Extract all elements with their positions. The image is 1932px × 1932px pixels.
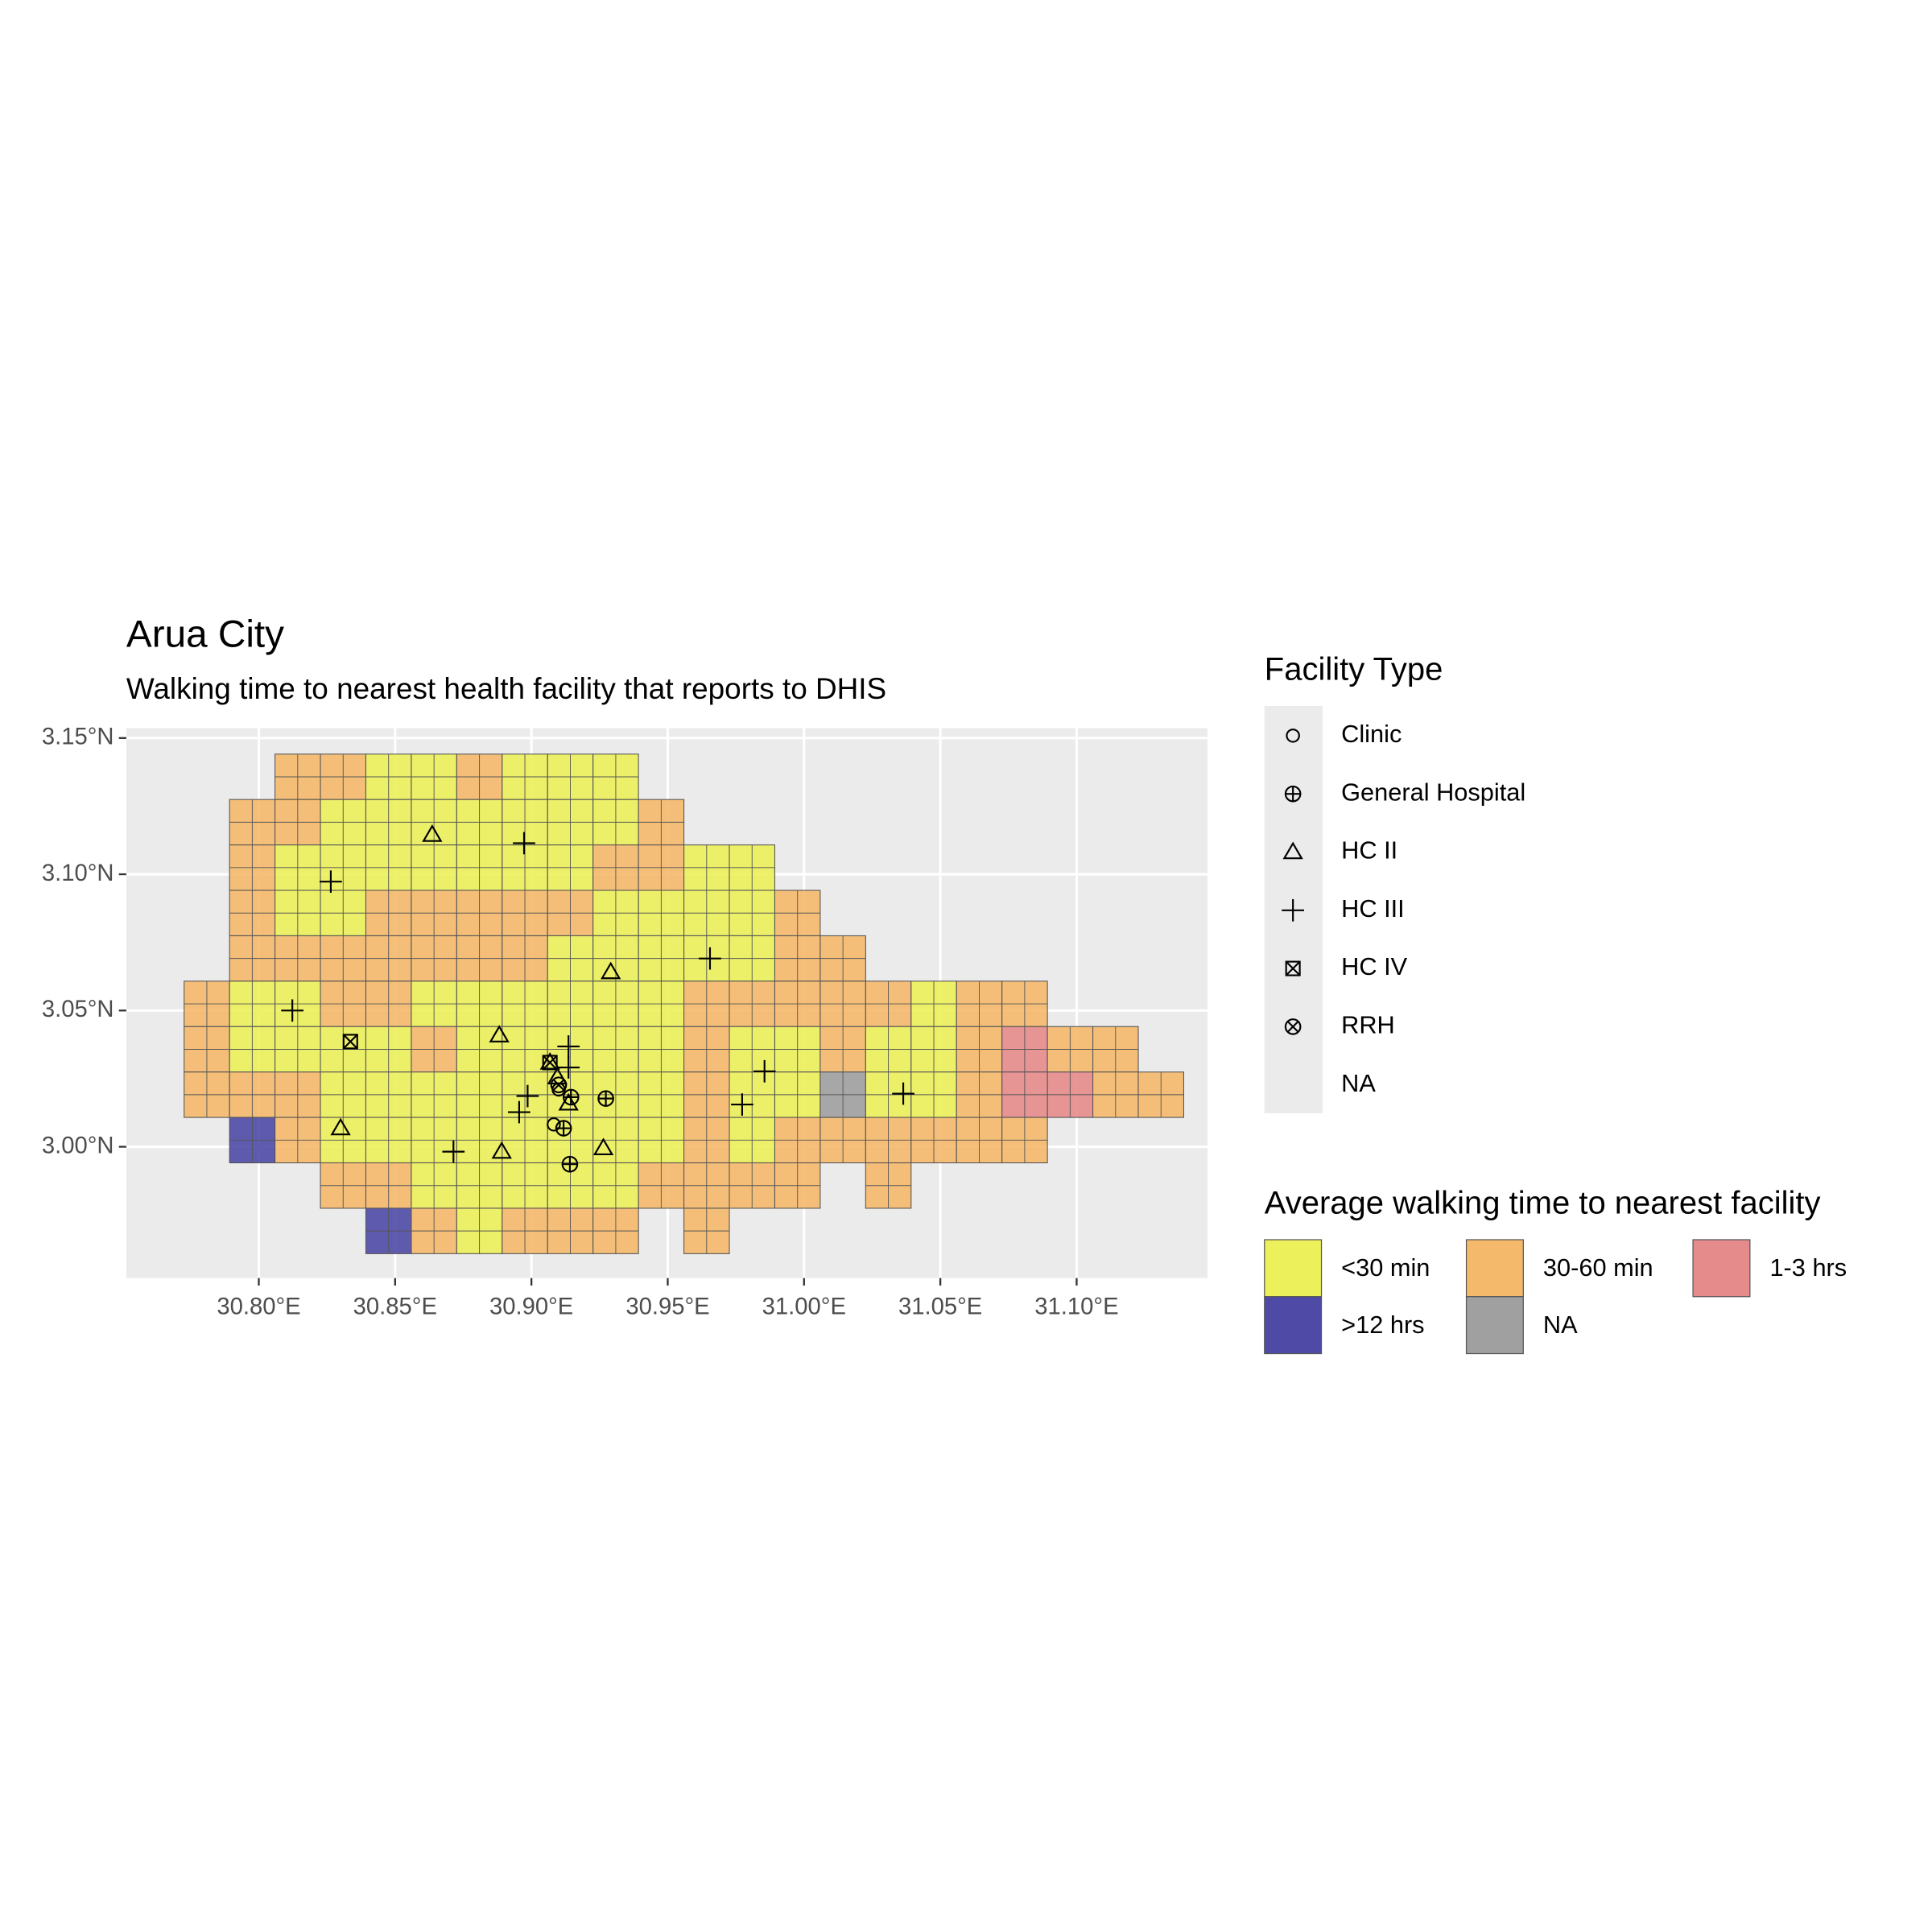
facility-symbol	[699, 947, 721, 970]
symbol-part	[558, 1092, 579, 1111]
facility-symbol	[550, 1076, 568, 1094]
title: Arua City	[126, 613, 284, 655]
symbol-part	[343, 1034, 358, 1050]
legend-label: HC III	[1341, 894, 1405, 923]
legend-label: 1-3 hrs	[1769, 1253, 1847, 1282]
legend: Facility Type Average walking time to ne…	[1264, 651, 1847, 1355]
symbol-part	[601, 961, 621, 980]
symbol-part	[550, 1076, 568, 1094]
y-tick-label: 3.05°N	[42, 997, 114, 1022]
legend-label: Clinic	[1341, 720, 1402, 748]
legend-swatch	[1465, 1296, 1524, 1355]
facility-symbol	[592, 1137, 614, 1156]
symbol-part	[542, 1055, 558, 1071]
facility-symbol	[330, 1117, 351, 1136]
legend-swatch	[1465, 1239, 1524, 1298]
symbol-part	[542, 1055, 558, 1071]
legend-label: RRH	[1341, 1011, 1395, 1039]
x-tick-label: 30.85°E	[353, 1294, 437, 1319]
legend-label: NA	[1341, 1069, 1376, 1097]
legend-swatch	[1264, 1239, 1323, 1298]
symbol-part	[342, 1034, 358, 1050]
legend-label: >12 hrs	[1341, 1311, 1424, 1339]
facility-symbol	[1282, 898, 1304, 922]
axes: 30.80°E 30.85°E 30.90°E 30.95°E 31.00°E 31.05…	[42, 724, 1119, 1320]
facility-symbol	[281, 999, 304, 1022]
symbol-part	[1285, 960, 1301, 976]
symbol-part	[491, 1141, 512, 1159]
facility-symbol	[1282, 841, 1303, 860]
symbol-part	[1282, 841, 1303, 860]
facility-symbol	[547, 1117, 561, 1132]
x-tick-label: 31.05°E	[898, 1294, 982, 1319]
symbol-part	[547, 1117, 561, 1132]
facility-symbol	[601, 961, 621, 980]
facility-symbol	[555, 1120, 572, 1137]
facilities	[281, 824, 914, 1173]
facility-symbol	[731, 1093, 753, 1116]
symbol-part	[1285, 960, 1301, 976]
x-tick-label: 31.10°E	[1034, 1294, 1118, 1319]
legend-label: HC IV	[1341, 952, 1408, 980]
subtitle: Walking time to nearest health facility …	[126, 672, 886, 705]
y-tick-label: 3.15°N	[42, 724, 114, 750]
y-tick-label: 3.00°N	[42, 1133, 114, 1158]
facility-symbol	[489, 1025, 510, 1042]
facility-symbol	[342, 1034, 358, 1050]
symbol-part	[1286, 1021, 1299, 1033]
facility-symbol	[320, 870, 342, 894]
facility-symbol	[1284, 785, 1302, 803]
cells	[184, 753, 1184, 1254]
legend-title: Average walking time to nearest facility	[1265, 1185, 1821, 1220]
legend-label: General Hospital	[1341, 778, 1525, 806]
facility-symbol	[753, 1059, 776, 1083]
legend-label: <30 min	[1341, 1253, 1430, 1282]
facility-symbol	[1284, 1018, 1302, 1035]
facility-symbol	[516, 1084, 539, 1108]
facility-symbol	[892, 1082, 914, 1105]
facility-symbol	[557, 1035, 580, 1058]
symbol-part	[1284, 1018, 1302, 1035]
facility-symbol	[422, 824, 443, 842]
symbol-part	[1286, 729, 1300, 743]
symbol-part	[422, 824, 443, 842]
legend-title: Facility Type	[1265, 651, 1443, 687]
facility-symbol	[558, 1092, 579, 1111]
legend-label: NA	[1543, 1311, 1578, 1339]
x-tick-label: 31.00°E	[762, 1294, 846, 1319]
symbol-part	[552, 1079, 565, 1091]
facility-symbol	[491, 1141, 512, 1159]
y-tick-label: 3.10°N	[42, 861, 114, 886]
facility-symbol	[562, 1088, 580, 1106]
facility-symbol	[1286, 729, 1300, 743]
legend-swatch	[1692, 1239, 1751, 1298]
facility-symbol	[508, 1100, 530, 1124]
legend-label: HC II	[1341, 836, 1397, 865]
facility-symbol	[561, 1155, 579, 1173]
symbol-part	[330, 1117, 351, 1136]
facility-symbol	[1285, 960, 1301, 976]
facility-symbol	[597, 1090, 614, 1107]
facility-symbol	[442, 1140, 465, 1163]
x-tick-label: 30.80°E	[217, 1294, 300, 1319]
x-tick-label: 30.95°E	[625, 1294, 709, 1319]
facility-symbol	[557, 1056, 580, 1079]
symbol-part	[592, 1137, 614, 1156]
legend-swatch	[1264, 1296, 1323, 1355]
facility-symbol	[542, 1055, 558, 1071]
legend-label: 30-60 min	[1543, 1253, 1653, 1282]
facility-symbol	[513, 832, 535, 855]
symbol-part	[489, 1025, 510, 1042]
x-tick-label: 30.90°E	[489, 1294, 573, 1319]
